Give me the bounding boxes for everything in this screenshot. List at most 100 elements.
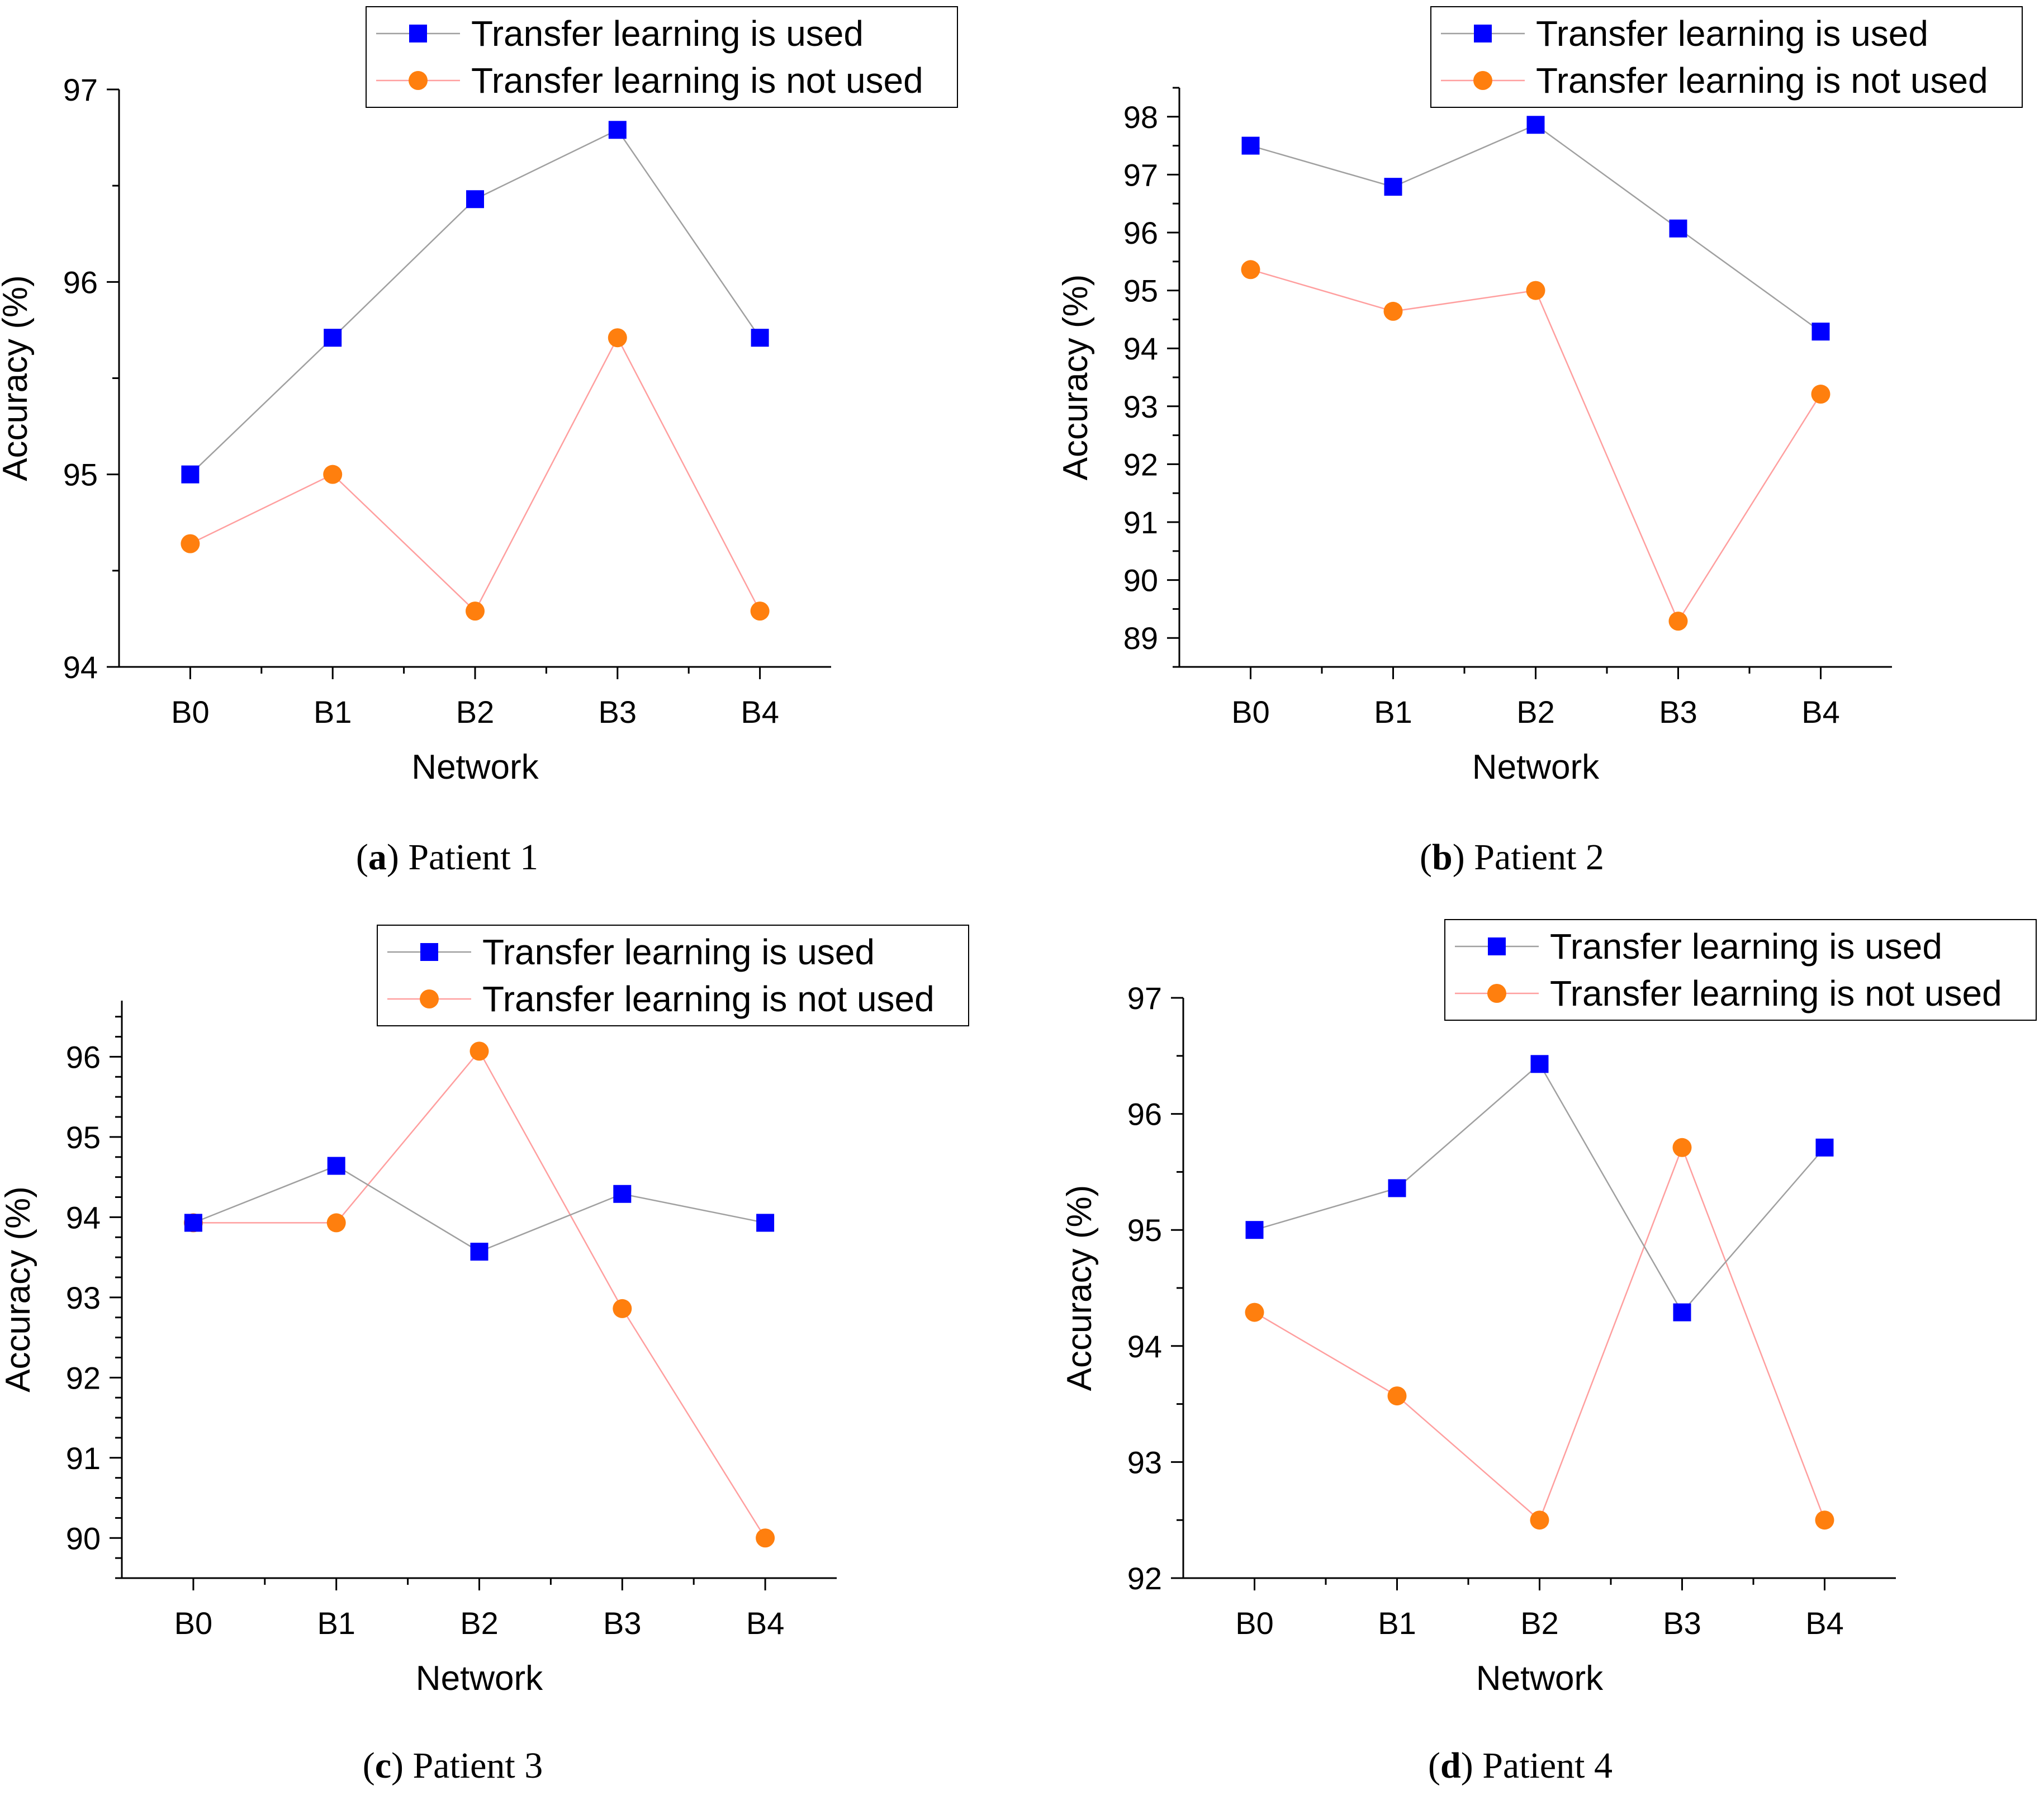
legend-marker-circle [420, 989, 439, 1008]
x-tick-label: B0 [171, 694, 210, 730]
panel-caption: (c) Patient 3 [363, 1745, 543, 1786]
panel-caption: (a) Patient 1 [356, 837, 538, 878]
data-point-transfer-used [1673, 1303, 1691, 1322]
legend-label: Transfer learning is used [1536, 13, 1928, 54]
data-point-transfer-not-used [1241, 260, 1260, 280]
y-tick-label: 96 [1127, 1097, 1162, 1132]
y-tick-label: 94 [63, 650, 98, 685]
data-point-transfer-used [181, 465, 200, 484]
chart-panel-a: 94 95 96 97 B0 B1 B2 B3 B4 Network Accuracy (%) Tra… [0, 6, 958, 878]
x-tick-label: B3 [603, 1605, 642, 1641]
panel-letter: c [375, 1745, 391, 1786]
y-tick-label: 97 [1123, 157, 1158, 192]
series-line-transfer-used [1254, 1063, 1825, 1314]
legend-marker-circle [1473, 71, 1492, 90]
x-tick-label: B4 [1801, 694, 1840, 730]
y-tick-label: 96 [63, 264, 98, 300]
x-tick-label: B1 [317, 1605, 355, 1641]
y-tick-label: 93 [1123, 389, 1158, 424]
data-point-transfer-not-used [469, 1041, 489, 1061]
data-point-transfer-not-used [181, 534, 200, 553]
chart-panel-b: 89 90 91 92 93 94 95 96 97 98 B0 B1 B2 B3 B4 Network Acc… [1056, 6, 2023, 878]
data-point-transfer-not-used [1526, 281, 1545, 300]
legend-marker-square [1488, 937, 1506, 955]
x-tick-label: B4 [746, 1605, 785, 1641]
y-tick-label: 90 [66, 1521, 101, 1556]
y-tick-label: 97 [1127, 981, 1162, 1016]
panel-title: Patient 1 [408, 837, 538, 878]
x-tick-label: B0 [1235, 1605, 1274, 1641]
data-point-transfer-used [608, 121, 627, 139]
legend-marker-square [420, 943, 438, 961]
data-point-transfer-used [1530, 1055, 1549, 1073]
data-point-transfer-used [184, 1214, 202, 1232]
data-point-transfer-not-used [1672, 1138, 1692, 1157]
y-tick-label: 98 [1123, 100, 1158, 135]
y-tick-label: 94 [66, 1200, 101, 1235]
data-point-transfer-not-used [613, 1299, 632, 1318]
chart-panel-c: 90 91 92 93 94 95 96 B0 B1 B2 B3 B4 Network Accuracy … [0, 925, 969, 1786]
legend-label: Transfer learning is used [471, 13, 864, 54]
y-tick-label: 92 [1127, 1561, 1162, 1596]
x-tick-label: B2 [456, 694, 495, 730]
y-axis-label: Accuracy (%) [1060, 1185, 1099, 1391]
legend-marker-circle [409, 71, 428, 90]
panel-letter: d [1440, 1745, 1461, 1786]
x-axis-label: Network [416, 1659, 543, 1698]
legend-label: Transfer learning is not used [1550, 973, 2002, 1013]
legend: Transfer learning is used Transfer learni… [366, 6, 958, 108]
legend-label: Transfer learning is used [482, 932, 875, 972]
legend-marker-circle [1487, 984, 1506, 1003]
data-point-transfer-not-used [1245, 1303, 1264, 1322]
x-tick-label: B2 [1520, 1605, 1559, 1641]
x-tick-label: B3 [599, 694, 637, 730]
series-line-transfer-used [193, 1165, 766, 1253]
series-line-transfer-used [189, 129, 761, 475]
data-point-transfer-used [1526, 116, 1545, 134]
y-tick-label: 95 [66, 1120, 101, 1155]
y-tick-label: 91 [66, 1441, 101, 1476]
data-point-transfer-not-used [1383, 301, 1403, 321]
data-point-transfer-used [324, 329, 342, 347]
y-tick-label: 93 [1127, 1444, 1162, 1480]
y-tick-label: 95 [1123, 273, 1158, 309]
data-point-transfer-not-used [1815, 1510, 1834, 1530]
y-tick-label: 94 [1127, 1329, 1162, 1364]
y-axis-label: Accuracy (%) [1056, 274, 1095, 481]
panel-title: Patient 4 [1482, 1745, 1613, 1786]
y-tick-label: 95 [1127, 1213, 1162, 1248]
series-line-transfer-not-used [193, 1050, 766, 1538]
chart-panel-d: 92 93 94 95 96 97 B0 B1 B2 B3 B4 Network Accuracy (%… [1060, 919, 2037, 1786]
data-point-transfer-used [1669, 219, 1687, 238]
data-point-transfer-not-used [323, 465, 343, 484]
x-tick-label: B2 [1516, 694, 1555, 730]
x-tick-label: B0 [1231, 694, 1270, 730]
y-axis-label: Accuracy (%) [0, 1186, 37, 1393]
series-line-transfer-used [1250, 124, 1822, 333]
x-tick-label: B1 [1374, 694, 1412, 730]
y-axis-label: Accuracy (%) [0, 275, 35, 481]
legend-box [1430, 6, 2023, 108]
data-point-transfer-used [756, 1214, 775, 1232]
data-point-transfer-not-used [1387, 1386, 1407, 1406]
panel-caption: (d) Patient 4 [1428, 1745, 1613, 1786]
y-tick-label: 89 [1123, 621, 1158, 656]
data-point-transfer-used [613, 1185, 632, 1203]
legend-label: Transfer learning is not used [482, 979, 935, 1019]
x-tick-label: B2 [460, 1605, 499, 1641]
data-point-transfer-used [1245, 1221, 1264, 1239]
data-point-transfer-not-used [326, 1213, 346, 1233]
data-point-transfer-used [751, 329, 769, 347]
legend-label: Transfer learning is not used [471, 60, 923, 101]
panel-caption: (b) Patient 2 [1420, 837, 1604, 878]
data-point-transfer-not-used [1530, 1510, 1549, 1530]
data-point-transfer-used [1241, 136, 1260, 155]
x-axis-label: Network [411, 748, 539, 787]
series-line-transfer-not-used [189, 336, 761, 613]
data-point-transfer-used [1384, 178, 1402, 196]
data-point-transfer-used [327, 1157, 345, 1175]
y-tick-label: 94 [1123, 331, 1158, 366]
x-tick-label: B1 [314, 694, 352, 730]
panel-title: Patient 3 [412, 1745, 543, 1786]
data-point-transfer-not-used [750, 602, 770, 621]
